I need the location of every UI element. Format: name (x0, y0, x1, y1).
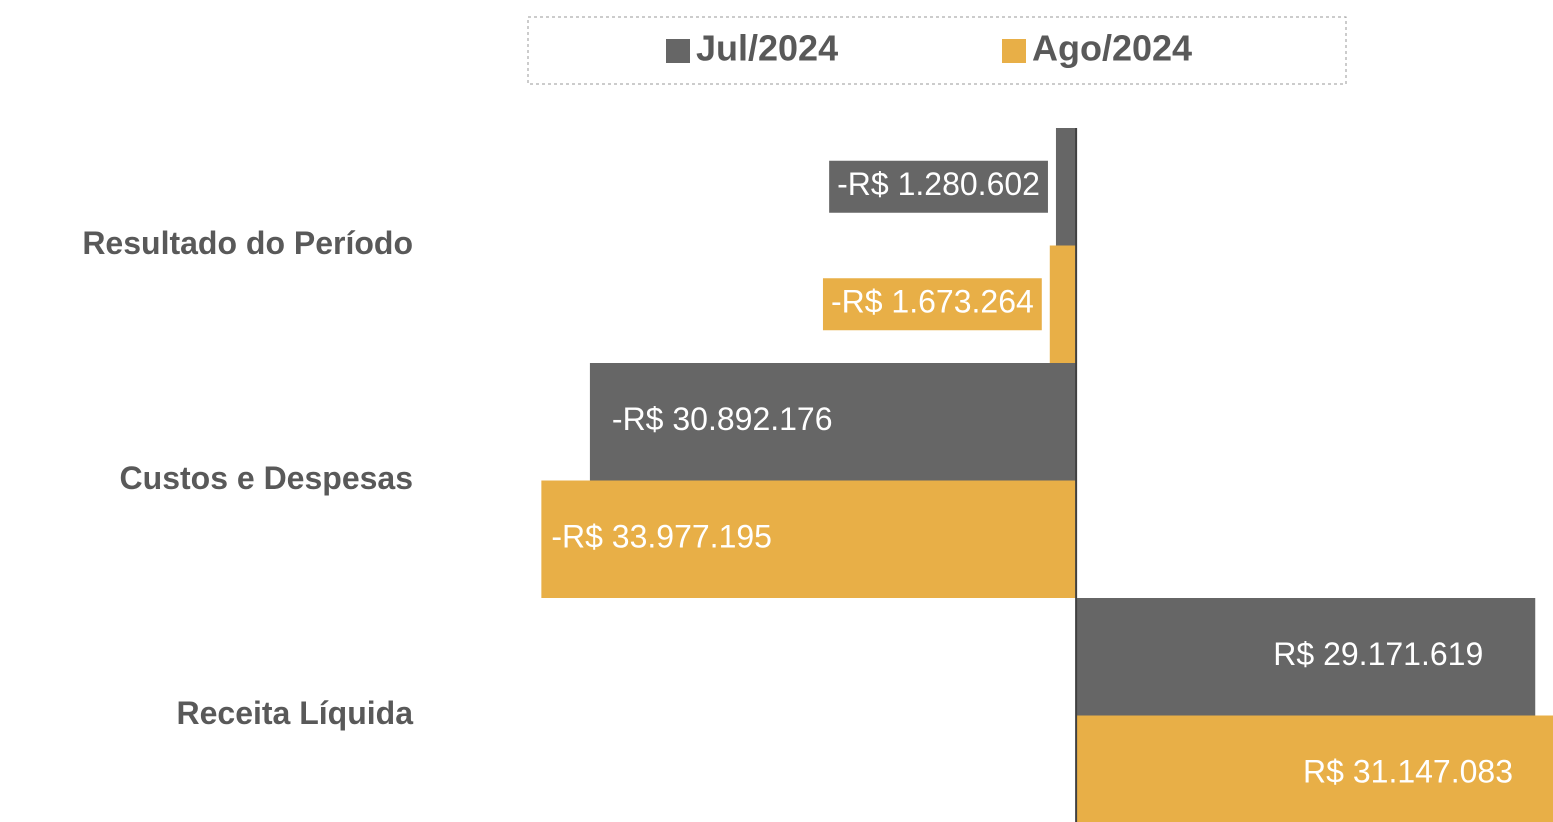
legend-label: Ago/2024 (1032, 28, 1192, 69)
bar (1055, 128, 1077, 246)
value-label: R$ 29.171.619 (1273, 636, 1483, 672)
value-label-box (829, 160, 1048, 213)
value-label-box (822, 278, 1042, 331)
bar (1076, 715, 1553, 822)
legend-box (527, 16, 1347, 85)
value-label: -R$ 30.892.176 (612, 401, 833, 437)
legend-swatch (1002, 39, 1026, 63)
bar (541, 480, 1077, 598)
value-label: -R$ 33.977.195 (551, 519, 772, 555)
category-label: Custos e Despesas (120, 460, 413, 496)
bar (1049, 245, 1077, 363)
value-label: R$ 31.147.083 (1303, 754, 1513, 790)
bar (1076, 598, 1536, 716)
bar (589, 363, 1077, 481)
value-label: -R$ 1.673.264 (831, 284, 1034, 320)
plot (541, 128, 1553, 822)
legend-label: Jul/2024 (696, 28, 838, 69)
category-label: Resultado do Período (82, 225, 413, 261)
value-label: -R$ 1.280.602 (837, 166, 1040, 202)
category-label: Receita Líquida (177, 695, 414, 731)
legend-swatch (666, 39, 690, 63)
